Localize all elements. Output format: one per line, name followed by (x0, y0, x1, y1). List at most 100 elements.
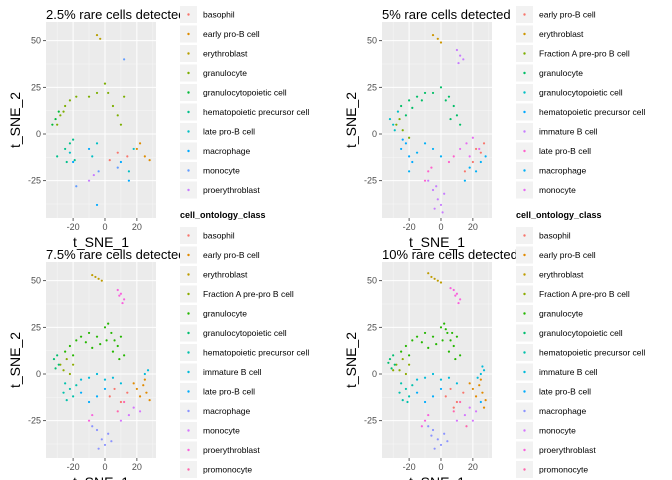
data-point (476, 376, 479, 379)
x-tick-label: -20 (67, 222, 80, 232)
data-point (468, 406, 471, 409)
data-point (465, 142, 468, 145)
legend-label: granulocyte (539, 68, 583, 78)
data-point (64, 382, 67, 385)
data-point (411, 384, 414, 387)
legend: cell_ontology_class basophil early pro-B c… (516, 210, 645, 478)
data-point (398, 369, 401, 372)
data-point (431, 33, 435, 37)
data-point (447, 350, 451, 353)
legend-swatch (523, 169, 526, 172)
data-point (404, 387, 408, 391)
data-point (423, 400, 427, 404)
data-point (479, 151, 482, 154)
data-point (452, 406, 455, 409)
data-point (395, 363, 398, 366)
data-point (116, 151, 119, 154)
data-point (478, 384, 481, 387)
legend-label: early pro-B cell (203, 29, 260, 39)
data-point (59, 363, 62, 366)
data-point (110, 440, 113, 443)
data-point (447, 95, 451, 98)
data-point (91, 425, 94, 428)
data-point (423, 142, 427, 145)
data-point (126, 155, 129, 158)
legend-label: granulocyte (539, 309, 583, 319)
legend-swatch (187, 52, 190, 55)
legend-label: macrophage (203, 406, 251, 416)
data-point (408, 354, 411, 357)
y-tick-label: 50 (367, 276, 377, 286)
legend-label: early pro-B cell (539, 10, 596, 20)
data-point (103, 326, 107, 329)
data-point (431, 335, 435, 338)
data-point (431, 147, 435, 151)
legend-swatch (187, 351, 190, 354)
legend-label: hematopoietic precursor cell (203, 107, 309, 117)
data-point (398, 117, 401, 121)
data-point (468, 155, 471, 158)
data-point (454, 357, 457, 361)
x-axis-label: t_SNE_1 (409, 474, 465, 480)
data-point (400, 350, 403, 353)
data-point (123, 400, 126, 404)
data-point (87, 400, 91, 404)
data-point (95, 428, 99, 432)
data-point (415, 335, 419, 338)
data-point (111, 350, 115, 353)
legend-label: granulocytopoietic cell (539, 88, 623, 98)
data-point (73, 159, 76, 162)
data-point (52, 357, 56, 361)
data-point (452, 288, 455, 292)
data-point (455, 335, 459, 338)
data-point (145, 391, 148, 394)
data-point (433, 277, 436, 280)
legend-swatch (187, 253, 190, 257)
y-tick-label: -25 (28, 176, 41, 186)
legend-label: immature B cell (539, 367, 598, 377)
legend-label: erythroblast (539, 29, 584, 39)
legend-swatch (523, 468, 526, 471)
plot-title: 5% rare cells detected (382, 7, 511, 22)
legend-swatch (523, 234, 526, 237)
data-point (108, 395, 111, 398)
legend-label: Fraction A pre-pro B cell (539, 289, 630, 299)
data-point (431, 188, 435, 192)
data-point (482, 142, 486, 145)
legend-label: monocyte (203, 426, 240, 436)
data-point (62, 110, 65, 113)
legend-swatch (187, 390, 190, 393)
legend-swatch (523, 429, 526, 432)
data-point (452, 344, 455, 348)
data-point (72, 138, 75, 141)
data-point (111, 104, 115, 108)
data-point (123, 298, 126, 301)
legend-label: early pro-B cell (203, 250, 260, 260)
data-point (68, 372, 72, 376)
data-point (449, 117, 452, 121)
data-point (439, 155, 443, 158)
data-point (427, 170, 430, 173)
legend-swatch (187, 71, 190, 75)
data-point (135, 387, 138, 391)
y-axis-label: t_SNE_2 (7, 332, 23, 388)
data-point (430, 434, 433, 437)
legend-label: erythroblast (539, 270, 584, 280)
plot-title: 7.5% rare cells detected (46, 247, 185, 262)
data-point (408, 155, 411, 158)
data-point (95, 395, 99, 398)
data-point (455, 419, 459, 422)
data-point (420, 425, 423, 428)
legend-swatch (523, 32, 526, 36)
data-point (408, 99, 411, 102)
legend-label: proerythroblast (203, 445, 260, 455)
legend-swatch (523, 91, 526, 94)
data-point (420, 341, 423, 344)
data-point (415, 378, 419, 381)
data-point (401, 357, 404, 361)
data-point (444, 328, 447, 331)
legend-swatch (187, 234, 190, 237)
legend-label: erythroblast (203, 49, 248, 59)
data-point (138, 410, 142, 413)
data-point (57, 363, 60, 366)
